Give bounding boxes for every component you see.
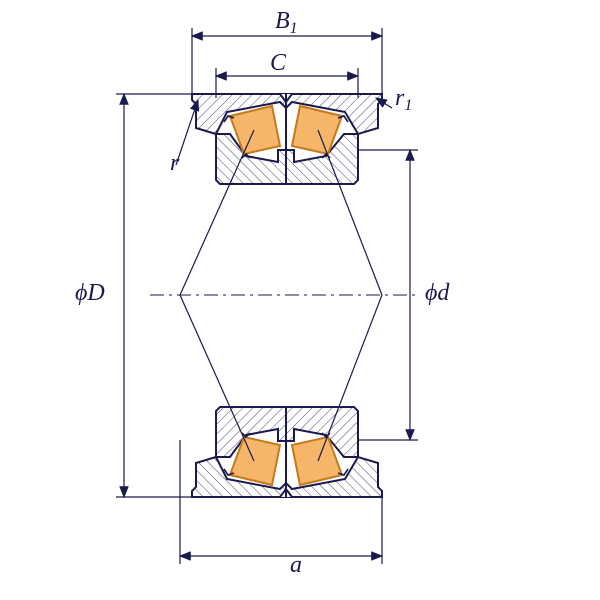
label-phid: ϕd [425, 280, 450, 306]
svg-text:r: r [170, 150, 180, 176]
label-C: C [270, 50, 287, 76]
svg-text:a: a [290, 552, 302, 578]
bearing-diagram: B1 C r1 r ϕD ϕd a [0, 0, 600, 600]
svg-text:r1: r1 [395, 85, 412, 114]
svg-text:C: C [270, 50, 287, 76]
svg-text:ϕD: ϕD [75, 280, 105, 306]
label-r: r [170, 150, 180, 176]
label-phiD: ϕD [75, 280, 105, 306]
svg-text:ϕd: ϕd [425, 280, 450, 306]
label-a: a [290, 552, 302, 578]
label-B1: B [275, 8, 290, 34]
svg-text:B1: B1 [275, 8, 298, 37]
